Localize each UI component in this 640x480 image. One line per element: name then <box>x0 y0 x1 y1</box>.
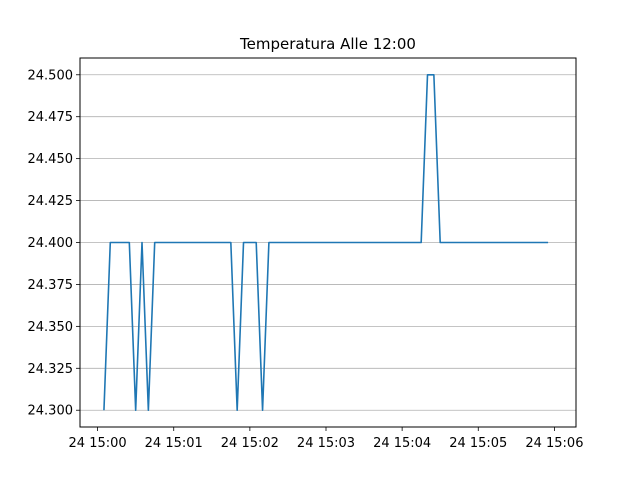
y-tick-label: 24.375 <box>28 278 74 293</box>
x-tick-label: 24 15:00 <box>69 436 127 451</box>
y-tick-label: 24.300 <box>28 404 74 419</box>
x-tick-label: 24 15:06 <box>525 436 583 451</box>
y-tick-label: 24.425 <box>28 194 74 209</box>
y-tick-label: 24.500 <box>28 68 74 83</box>
y-tick-label: 24.325 <box>28 362 74 377</box>
x-tick-label: 24 15:05 <box>449 436 507 451</box>
x-tick-label: 24 15:04 <box>373 436 431 451</box>
y-tick-label: 24.475 <box>28 110 74 125</box>
x-tick-label: 24 15:03 <box>297 436 355 451</box>
x-axis: 24 15:00 24 15:01 24 15:02 24 15:03 24 15:04… <box>69 427 583 451</box>
y-tick-label: 24.400 <box>28 236 74 251</box>
series-layer <box>103 73 549 412</box>
y-tick-label: 24.450 <box>28 152 74 167</box>
x-tick-label: 24 15:01 <box>145 436 203 451</box>
y-axis: 24.300 24.325 24.350 24.375 24.400 24.425 24.4… <box>28 68 80 419</box>
x-tick-label: 24 15:02 <box>221 436 279 451</box>
chart-title: Temperatura Alle 12:00 <box>239 35 416 53</box>
y-tick-label: 24.350 <box>28 320 74 335</box>
